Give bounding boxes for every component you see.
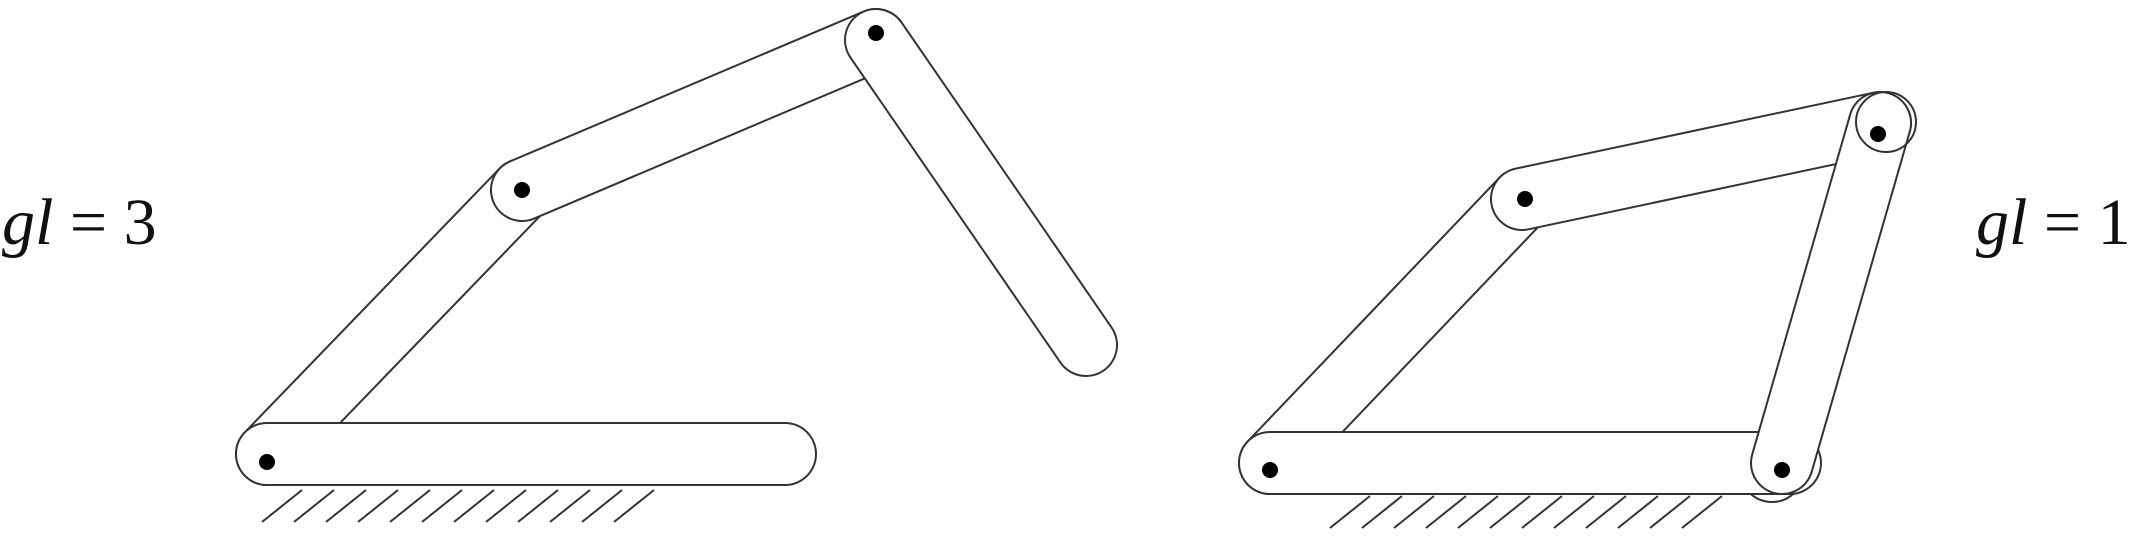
right-joint-coupler-left <box>1517 191 1533 207</box>
left-mechanism <box>235 8 1118 523</box>
right-joint-coupler-right <box>1870 126 1886 142</box>
right-label-op: = <box>2027 186 2097 259</box>
right-mechanism <box>1238 91 1917 529</box>
left-joint-top <box>868 25 884 41</box>
left-label: gl = 3 <box>2 186 157 259</box>
right-label: gl = 1 <box>1976 186 2131 259</box>
right-joint-ground-right <box>1774 462 1790 478</box>
right-ground-hatching <box>1329 495 1723 529</box>
right-label-var: gl <box>1976 186 2027 259</box>
right-label-value: 1 <box>2098 186 2131 259</box>
left-ground-hatching <box>261 489 655 523</box>
left-label-var: gl <box>2 186 53 259</box>
left-label-value: 3 <box>124 186 157 259</box>
right-joint-ground-left <box>1262 462 1278 478</box>
left-joint-ground <box>259 454 275 470</box>
left-joint-middle <box>514 182 530 198</box>
left-label-op: = <box>53 186 123 259</box>
